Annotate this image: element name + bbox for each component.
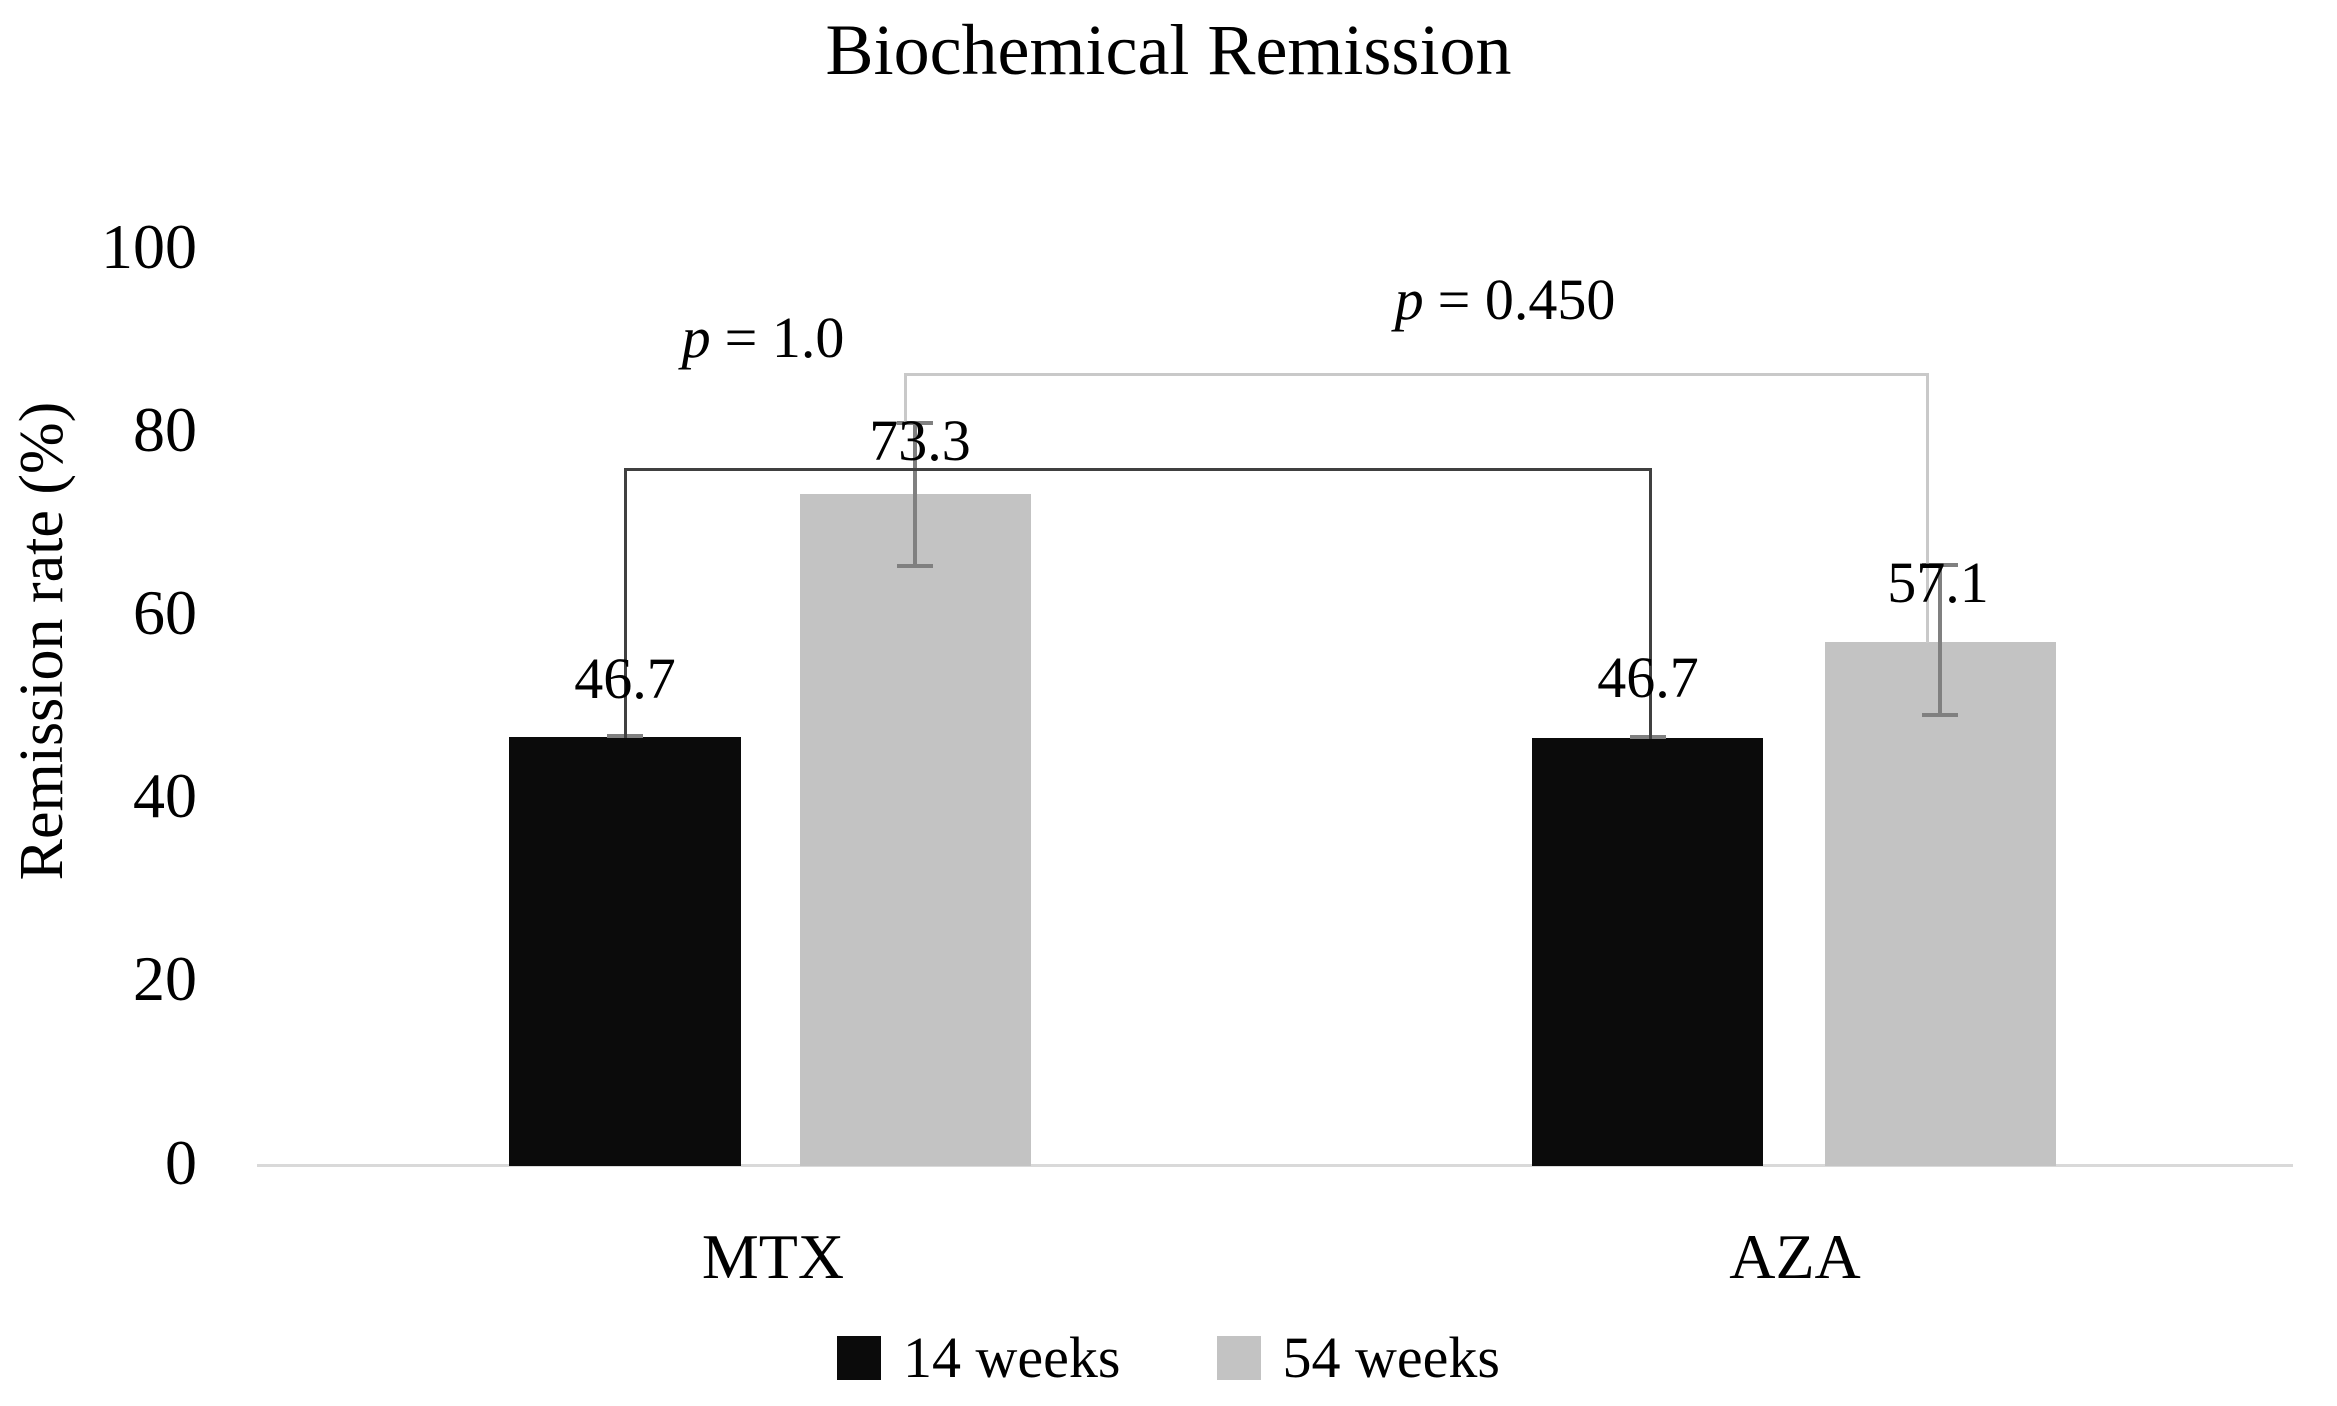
- y-tick-40: 40: [133, 760, 197, 831]
- error-bar-line: [913, 421, 917, 568]
- bar-mtx-54-weeks: [800, 494, 1031, 1166]
- legend-swatch-54-weeks: [1216, 1336, 1261, 1380]
- bar-aza-54-weeks: [1825, 642, 2056, 1166]
- legend-label-54-weeks: 54 weeks: [1282, 1325, 1500, 1390]
- x-category-label-mtx: MTX: [701, 1221, 845, 1292]
- bracket-horizontal: [624, 468, 1652, 471]
- legend-item-54-weeks: 54 weeks: [1216, 1325, 1500, 1390]
- p-value-label-0.450: p = 0.450: [1285, 265, 1725, 335]
- y-tick-0: 0: [165, 1127, 197, 1198]
- y-tick-60: 60: [133, 577, 197, 648]
- y-tick-20: 20: [133, 943, 197, 1014]
- error-bar-cap-bottom: [1922, 713, 1958, 717]
- error-bar-cap-top: [897, 421, 933, 425]
- legend-label-14-weeks: 14 weeks: [903, 1325, 1121, 1390]
- y-tick-80: 80: [133, 394, 197, 465]
- error-bar-cap-aza-14-weeks: [1630, 735, 1666, 739]
- chart-title: Biochemical Remission: [825, 10, 1512, 90]
- bar-value-label-aza-54: 57.1: [1887, 550, 1989, 615]
- p-symbol: p: [681, 305, 711, 370]
- bar-mtx-14-weeks: [509, 737, 741, 1166]
- bracket-right-drop: [1926, 373, 1929, 643]
- bar-value-label-aza-14: 46.7: [1597, 645, 1699, 710]
- x-axis-line: [257, 1164, 2293, 1167]
- bracket-right-drop: [1649, 468, 1652, 739]
- x-category-label-aza: AZA: [1729, 1221, 1861, 1292]
- bar-value-label-mtx-14: 46.7: [574, 646, 676, 711]
- p-value-text: = 0.450: [1437, 267, 1616, 332]
- bracket-left-drop: [904, 373, 907, 423]
- y-tick-100: 100: [101, 211, 197, 282]
- legend-swatch-14-weeks: [837, 1336, 882, 1380]
- p-value-label-1.0: p = 1.0: [543, 303, 983, 373]
- legend: 14 weeks 54 weeks: [0, 1326, 2337, 1390]
- p-value-text: = 1.0: [724, 305, 845, 370]
- bracket-left-drop: [624, 468, 627, 738]
- bar-aza-14-weeks: [1532, 738, 1763, 1166]
- error-bar-cap-top: [1922, 563, 1958, 567]
- legend-item-14-weeks: 14 weeks: [837, 1325, 1121, 1390]
- bracket-horizontal: [904, 373, 1929, 376]
- bar-value-label-mtx-54: 73.3: [869, 408, 971, 473]
- p-symbol: p: [1394, 267, 1424, 332]
- error-bar-cap-bottom: [897, 564, 933, 568]
- error-bar-line: [1938, 563, 1942, 717]
